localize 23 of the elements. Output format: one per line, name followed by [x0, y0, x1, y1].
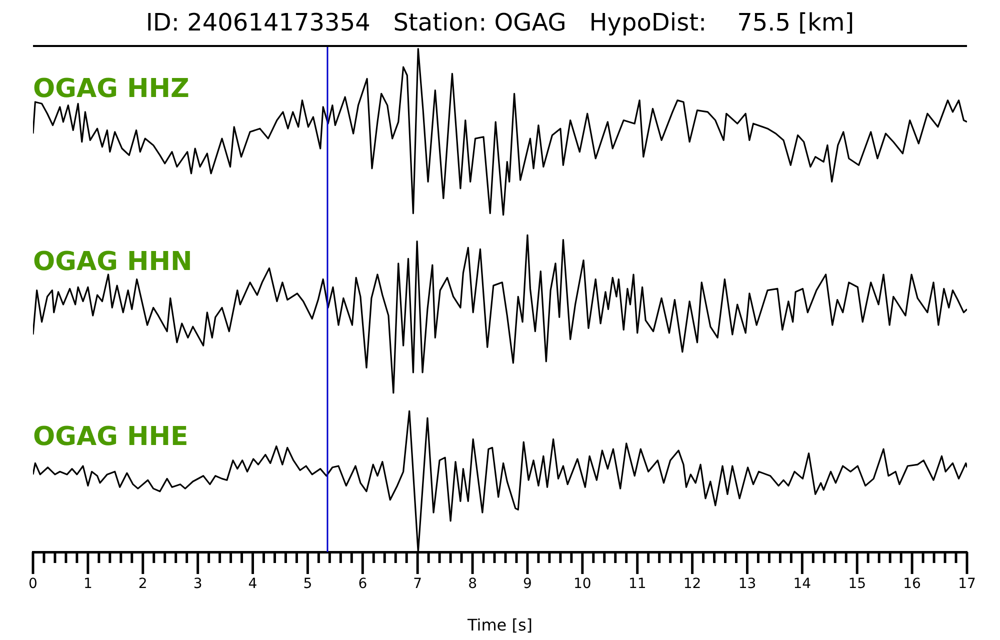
- x-tick-label: 14: [793, 576, 812, 592]
- x-tick-label: 4: [248, 576, 258, 592]
- x-axis-title: Time [s]: [466, 616, 533, 635]
- x-tick-label: 12: [683, 576, 702, 592]
- series-label: OGAG HHZ: [33, 74, 190, 104]
- x-tick-label: 16: [903, 576, 922, 592]
- x-tick-label: 3: [193, 576, 202, 592]
- x-tick-label: 6: [358, 576, 368, 592]
- x-tick-label: 8: [468, 576, 477, 592]
- series-label: OGAG HHN: [33, 246, 192, 277]
- chart-title: ID: 240614173354 Station: OGAG HypoDist: 75.5 [km]: [146, 8, 854, 37]
- x-tick-label: 1: [83, 576, 92, 592]
- x-tick-label: 2: [138, 576, 148, 592]
- x-tick-label: 9: [523, 576, 532, 592]
- x-tick-label: 17: [958, 576, 976, 592]
- x-tick-label: 13: [738, 576, 756, 592]
- x-tick-label: 7: [413, 576, 422, 592]
- x-tick-label: 15: [848, 576, 866, 592]
- x-tick-label: 11: [628, 576, 646, 592]
- x-tick-label: 0: [28, 576, 38, 592]
- x-tick-label: 10: [574, 576, 592, 592]
- series-label: OGAG HHE: [33, 422, 188, 452]
- x-tick-label: 5: [303, 576, 312, 592]
